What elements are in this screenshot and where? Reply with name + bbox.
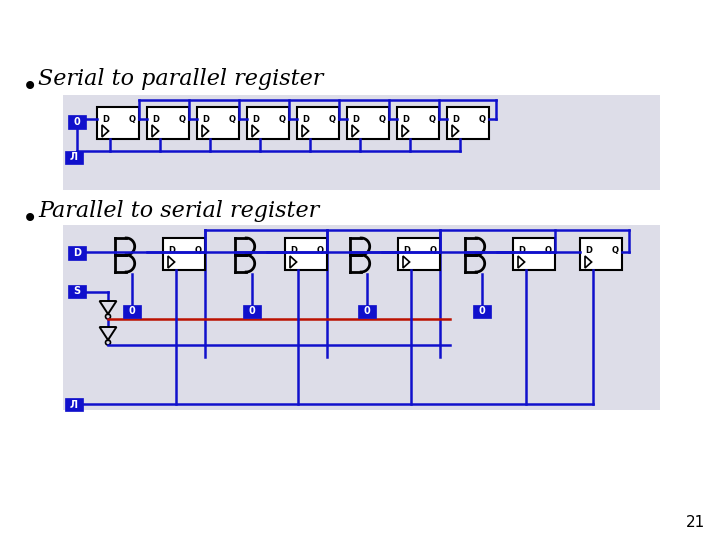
Text: Parallel to serial register: Parallel to serial register [38, 200, 319, 222]
Bar [243, 305, 261, 318]
Text: 0: 0 [73, 117, 81, 127]
Bar [285, 238, 327, 270]
Bar [123, 305, 141, 318]
Text: D: D [585, 246, 592, 255]
Text: D: D [102, 114, 109, 124]
Text: 0: 0 [479, 307, 485, 316]
Bar [147, 107, 189, 139]
Text: D: D [202, 114, 209, 124]
Text: Q: Q [229, 114, 236, 124]
Text: D: D [302, 114, 309, 124]
Bar [68, 115, 86, 129]
Text: D: D [168, 246, 175, 255]
Text: Л: Л [70, 152, 78, 163]
Bar [447, 107, 489, 139]
Text: 0: 0 [129, 307, 135, 316]
Text: Q: Q [279, 114, 286, 124]
Text: Q: Q [129, 114, 136, 124]
Text: D: D [402, 114, 409, 124]
Bar [65, 398, 83, 411]
Text: Q: Q [379, 114, 386, 124]
Text: D: D [352, 114, 359, 124]
Text: Q: Q [317, 246, 324, 255]
Text: Q: Q [430, 246, 437, 255]
Text: D: D [152, 114, 159, 124]
Text: Q: Q [179, 114, 186, 124]
Bar [358, 305, 376, 318]
Text: •: • [22, 205, 38, 233]
Bar [63, 225, 660, 410]
Text: D: D [290, 246, 297, 255]
Bar [398, 238, 440, 270]
Text: Q: Q [479, 114, 486, 124]
Text: Q: Q [545, 246, 552, 255]
Bar [68, 246, 86, 260]
Bar [65, 151, 83, 164]
Text: Q: Q [195, 246, 202, 255]
Bar [297, 107, 339, 139]
Bar [397, 107, 439, 139]
Text: Q: Q [612, 246, 619, 255]
Text: Л: Л [70, 400, 78, 409]
Text: 0: 0 [364, 307, 370, 316]
Text: D: D [518, 246, 525, 255]
Text: Q: Q [429, 114, 436, 124]
Text: 21: 21 [685, 515, 705, 530]
Bar [347, 107, 389, 139]
Text: D: D [252, 114, 259, 124]
Bar [97, 107, 139, 139]
Bar [63, 95, 660, 190]
Text: D: D [73, 248, 81, 258]
Text: D: D [452, 114, 459, 124]
Text: S: S [73, 287, 81, 296]
Text: Q: Q [329, 114, 336, 124]
Bar [163, 238, 205, 270]
Text: 0: 0 [248, 307, 256, 316]
Text: •: • [22, 73, 38, 101]
Text: D: D [403, 246, 410, 255]
Bar [513, 238, 555, 270]
Bar [197, 107, 239, 139]
Bar [247, 107, 289, 139]
Bar [68, 285, 86, 298]
Bar [473, 305, 491, 318]
Text: Serial to parallel register: Serial to parallel register [38, 68, 323, 90]
Bar [580, 238, 622, 270]
